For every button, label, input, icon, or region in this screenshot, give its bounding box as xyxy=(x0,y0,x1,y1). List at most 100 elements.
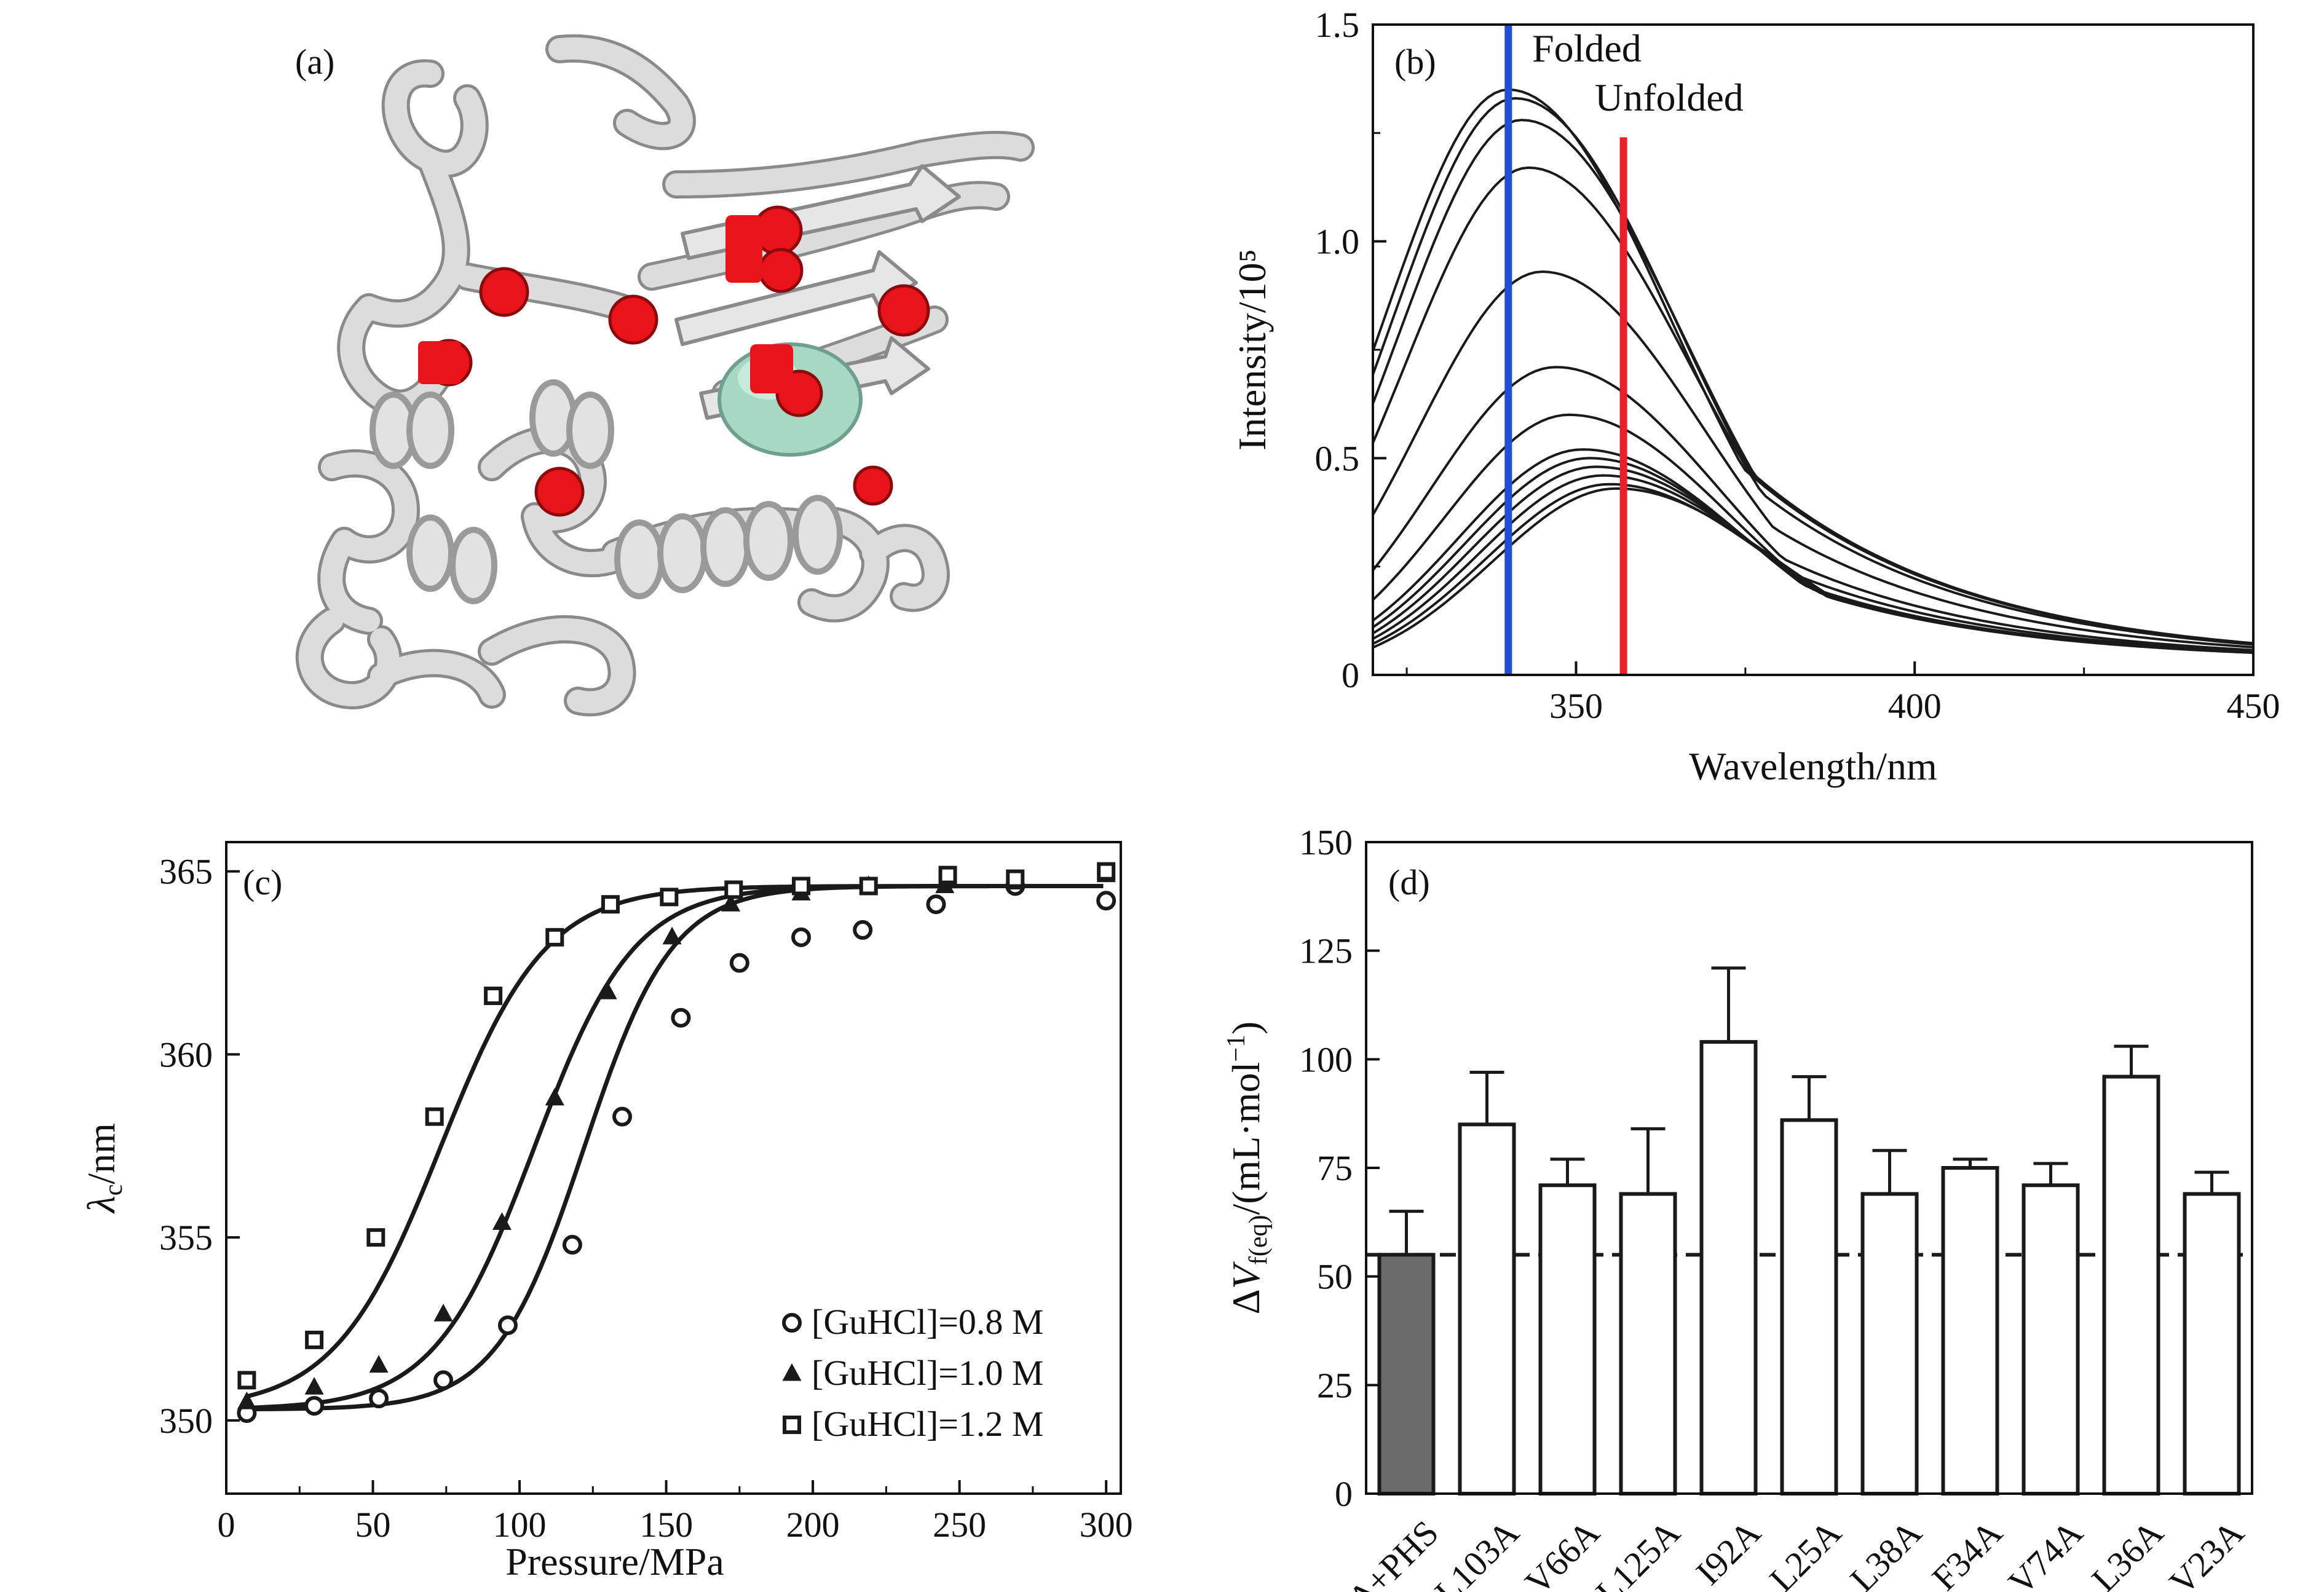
data-point-square-2 xyxy=(366,1228,385,1247)
data-point-triangle-5 xyxy=(545,1087,564,1106)
panel-d-y-tick-label-100: 100 xyxy=(1299,1039,1353,1079)
data-point-triangle-2 xyxy=(369,1355,389,1373)
panel-c-marks xyxy=(237,862,1117,1423)
panel-b-y-tick-label-2: 1.0 xyxy=(1315,222,1360,262)
panel-b-y-tick-label-1: 0.5 xyxy=(1315,438,1360,478)
legend-marker-square xyxy=(783,1416,801,1434)
panel-d-y-close: ) xyxy=(1224,1022,1268,1034)
panel-c-x-tick-label-150: 150 xyxy=(639,1505,693,1545)
spectrum-curve-7 xyxy=(1372,413,2254,653)
category-label-L25A: L25A xyxy=(1761,1513,1849,1592)
panel-a-protein-structure: (a) xyxy=(295,34,1035,717)
panel-d-y-unit: /(mL·mol xyxy=(1224,1062,1268,1215)
category-label-V74A: V74A xyxy=(2001,1513,2090,1592)
bar-I92A xyxy=(1699,1040,1758,1495)
data-point-circle-1 xyxy=(304,1396,325,1416)
bar-L36A xyxy=(2102,1074,2160,1495)
spectrum-curve-5 xyxy=(1372,270,2254,648)
data-point-square-1 xyxy=(305,1330,324,1349)
panel-c-x-tick-label-50: 50 xyxy=(355,1505,391,1545)
data-point-square-8 xyxy=(724,880,743,899)
panel-d-y-tick-label-0: 0 xyxy=(1335,1474,1353,1514)
data-point-circle-6 xyxy=(612,1106,633,1127)
panel-c-y-tick-label-360: 360 xyxy=(159,1034,213,1074)
data-point-circle-8 xyxy=(729,953,749,973)
panel-d-label: (d) xyxy=(1388,862,1430,902)
bar-F34A xyxy=(1941,1166,1999,1495)
data-point-triangle-7 xyxy=(662,926,682,945)
data-point-triangle-11 xyxy=(935,875,955,893)
bar-Δ+PHS xyxy=(1377,1253,1436,1496)
category-label-F34A: F34A xyxy=(1924,1513,2010,1592)
legend-marker-circle xyxy=(782,1313,802,1333)
panel-d-y-tick-label-75: 75 xyxy=(1317,1148,1353,1188)
legend-marker-triangle xyxy=(782,1363,802,1381)
bar-V23A xyxy=(2183,1192,2241,1496)
panel-d-y-subscript: f(eq) xyxy=(1244,1215,1273,1265)
panel-d-marks xyxy=(1366,966,2252,1496)
panel-c-y-axis-unit: /nm xyxy=(79,1123,123,1184)
panel-c-x-tick-label-200: 200 xyxy=(786,1505,840,1545)
data-point-square-9 xyxy=(792,877,811,896)
panel-c-x-tick-label-250: 250 xyxy=(933,1505,986,1545)
panel-d-y-v: V xyxy=(1224,1261,1268,1289)
bar-V74A xyxy=(2022,1183,2080,1496)
mutation-site-patches xyxy=(418,215,793,393)
data-point-square-5 xyxy=(545,928,564,947)
data-point-circle-10 xyxy=(853,920,873,940)
data-point-circle-5 xyxy=(562,1235,582,1255)
bar-L25A xyxy=(1780,1118,1838,1496)
category-label-L36A: L36A xyxy=(2084,1513,2171,1592)
panel-d-y-tick-label-50: 50 xyxy=(1317,1257,1353,1297)
panel-d-y-superscript: −1 xyxy=(1222,1034,1251,1062)
data-point-square-4 xyxy=(484,987,503,1006)
spectrum-curve-3 xyxy=(1372,119,2254,645)
panel-b-y-axis-label: Intensity/10⁵ xyxy=(1230,249,1274,451)
data-point-square-0 xyxy=(237,1371,256,1390)
panel-a-label: (a) xyxy=(295,42,334,82)
panel-c-y-tick-label-350: 350 xyxy=(159,1401,213,1441)
panel-b-label: (b) xyxy=(1394,42,1436,82)
panel-d-y-axis-label: ΔVf(eq)/(mL·mol−1) xyxy=(1222,1022,1273,1315)
category-label-I92A: I92A xyxy=(1688,1513,1768,1592)
data-point-triangle-6 xyxy=(598,982,617,999)
panel-b-x-tick-label-400: 400 xyxy=(1888,686,1942,726)
data-point-square-13 xyxy=(1097,862,1116,881)
data-point-square-7 xyxy=(660,888,679,907)
data-point-circle-3 xyxy=(433,1370,454,1390)
panel-b-x-axis-label: Wavelength/nm xyxy=(1689,744,1937,788)
category-label-L103A: L103A xyxy=(1427,1513,1527,1592)
data-point-circle-13 xyxy=(1096,891,1117,911)
category-label-V23A: V23A xyxy=(2162,1513,2251,1592)
spectrum-curve-6 xyxy=(1372,366,2254,652)
panel-c-y-tick-label-355: 355 xyxy=(159,1218,213,1258)
panel-c-y-axis-subscript: c xyxy=(100,1184,128,1196)
panel-d-y-tick-label-25: 25 xyxy=(1317,1365,1353,1405)
panel-b-marks xyxy=(1372,25,2254,675)
spectrum-curve-13 xyxy=(1372,487,2254,654)
panel-d-y-delta: Δ xyxy=(1224,1289,1268,1314)
panel-c-label: (c) xyxy=(243,862,282,902)
bar-V66A xyxy=(1538,1183,1597,1496)
data-point-circle-9 xyxy=(791,927,812,947)
panel-b-ticks: 350 400 450 0 0.5 1.0 1.5 xyxy=(1315,5,2280,726)
data-point-triangle-8 xyxy=(721,894,741,912)
mutation-site-spheres xyxy=(425,205,930,517)
data-point-circle-4 xyxy=(497,1315,518,1336)
legend-label-triangle: [GuHCl]=1.0 M xyxy=(812,1353,1043,1393)
data-point-square-10 xyxy=(859,877,878,896)
data-point-square-11 xyxy=(938,865,957,885)
data-point-circle-2 xyxy=(369,1389,389,1409)
panel-c-y-axis-symbol: λ xyxy=(79,1196,123,1214)
data-point-triangle-0 xyxy=(237,1391,256,1409)
spectrum-curve-4 xyxy=(1372,166,2254,646)
panel-c-ticks: 0 50 100 150 200 250 300 350 355 360 365 xyxy=(159,852,1133,1545)
panel-c-x-axis-label: Pressure/MPa xyxy=(505,1540,724,1583)
folded-annotation: Folded xyxy=(1532,26,1642,70)
panel-d-y-tick-label-125: 125 xyxy=(1299,931,1353,971)
panel-c-legend: [GuHCl]=0.8 M [GuHCl]=1.0 M [GuHCl]=1.2 M xyxy=(782,1302,1043,1444)
panel-c-y-tick-label-365: 365 xyxy=(159,852,213,892)
